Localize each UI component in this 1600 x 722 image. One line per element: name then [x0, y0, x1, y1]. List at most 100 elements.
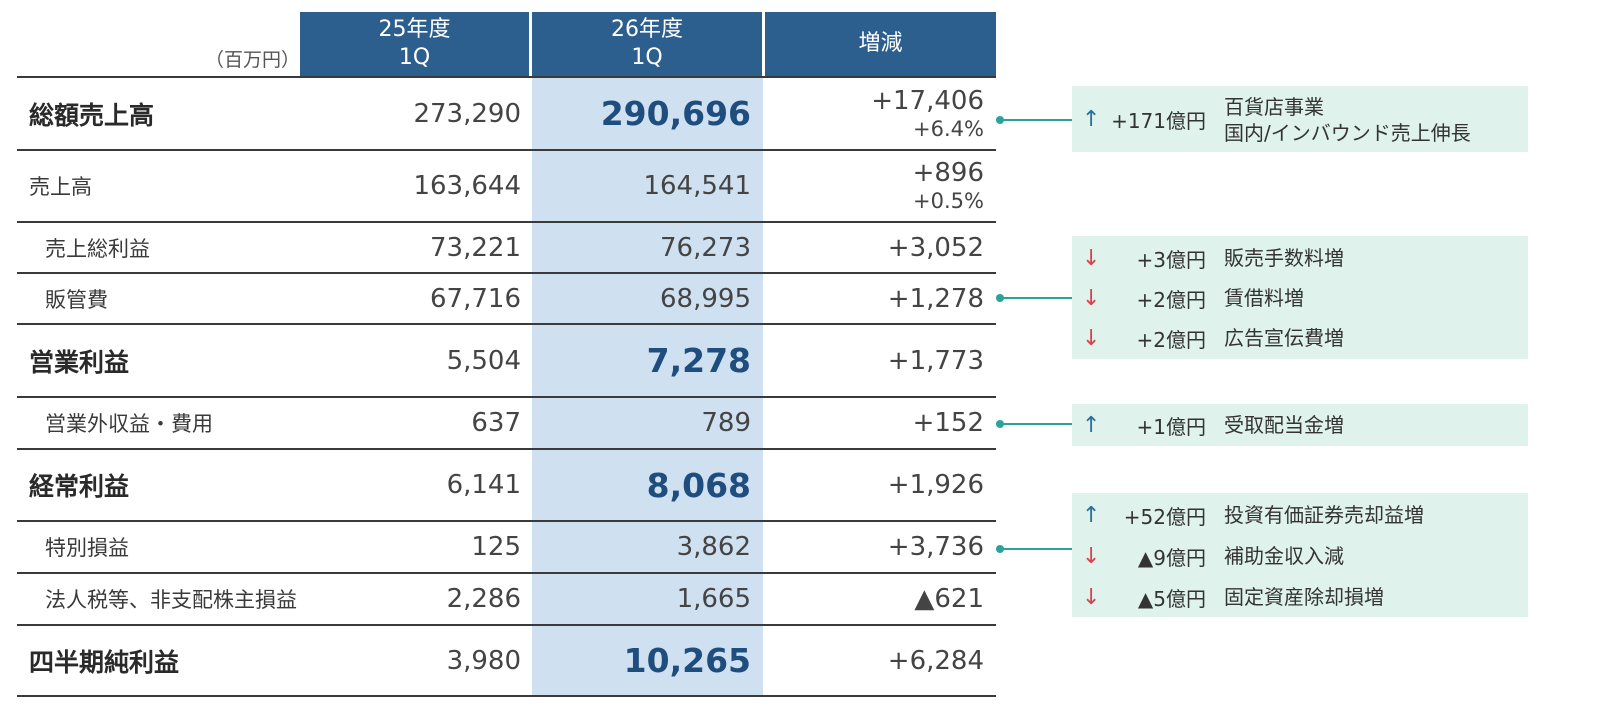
callout-amount: ▲9億円: [1137, 545, 1206, 570]
callout-amount: +2億円: [1136, 287, 1206, 312]
row-separator: [17, 221, 996, 223]
arrow-down-icon: ↓: [1082, 285, 1101, 311]
unit-label: （百万円）: [204, 49, 300, 71]
arrow-up-icon: ↑: [1082, 502, 1101, 528]
value-fy25: 5,504: [446, 345, 521, 376]
table-row-net-sales: 売上高 163,644 164,541 +896 +0.5%: [17, 151, 996, 221]
arrow-down-icon: ↓: [1082, 584, 1101, 610]
value-fy25: 67,716: [430, 283, 521, 314]
table-row-gross-sales: 総額売上高 273,290 290,696 +17,406 +6.4%: [17, 78, 996, 149]
row-label: 販管費: [45, 287, 108, 312]
change-amount: +896: [912, 158, 984, 188]
value-change: +17,406 +6.4%: [871, 78, 984, 149]
row-label: 売上総利益: [45, 236, 150, 261]
table-row-gross-profit: 売上総利益 73,221 76,273 +3,052: [17, 223, 996, 272]
table-row-operating-income: 営業利益 5,504 7,278 +1,773: [17, 325, 996, 396]
header-col-fy25-quarter: 1Q: [398, 45, 431, 70]
row-label: 総額売上高: [29, 100, 155, 130]
value-fy25: 273,290: [413, 98, 521, 129]
row-label: 特別損益: [45, 536, 129, 560]
value-fy25: 125: [471, 532, 521, 562]
connector-line: [1000, 119, 1072, 121]
header-col-change: 増減: [765, 12, 996, 76]
callout-desc: 百貨店事業: [1224, 95, 1324, 119]
header-col-change-label: 増減: [858, 31, 903, 56]
table-row-net-income: 四半期純利益 3,980 10,265 +6,284: [17, 626, 996, 695]
callout-amount: +2億円: [1136, 327, 1206, 352]
change-percent: +0.5%: [913, 189, 984, 213]
connector-line: [1000, 548, 1072, 550]
value-fy25: 6,141: [446, 470, 521, 500]
highlight-column: [532, 76, 763, 696]
arrow-down-icon: ↓: [1082, 543, 1101, 569]
callout-item: ↓ +2億円 賃借料増: [1072, 278, 1528, 318]
connector-line: [1000, 297, 1072, 299]
header-col-fy25-year: 25年度: [378, 17, 451, 42]
callout-amount: +1億円: [1136, 414, 1206, 439]
callout-desc: 固定資産除却損増: [1224, 585, 1384, 609]
value-fy26: 7,278: [646, 341, 751, 380]
row-separator: [17, 695, 996, 697]
value-fy25: 73,221: [430, 232, 521, 263]
value-fy26: 8,068: [646, 465, 751, 505]
callout-item: ↓ ▲9億円 補助金収入減: [1072, 536, 1528, 576]
callout-desc: 補助金収入減: [1224, 544, 1344, 568]
row-label: 営業利益: [29, 347, 130, 377]
row-separator: [17, 624, 996, 626]
value-fy26: 3,862: [676, 532, 751, 562]
callout-item: ↑ +1億円 受取配当金増: [1072, 404, 1528, 446]
value-fy25: 163,644: [413, 171, 521, 201]
arrow-up-icon: ↑: [1082, 412, 1101, 438]
table-row-extraordinary: 特別損益 125 3,862 +3,736: [17, 522, 996, 572]
callout-desc: 国内/インバウンド売上伸長: [1224, 121, 1471, 145]
arrow-down-icon: ↓: [1082, 245, 1101, 271]
callout-non-operating: ↑ +1億円 受取配当金増: [1072, 404, 1528, 446]
callout-item: ↑ +171億円 百貨店事業 国内/インバウンド売上伸長: [1072, 86, 1528, 152]
value-change: +896 +0.5%: [913, 151, 984, 221]
row-label: 四半期純利益: [29, 647, 180, 677]
callout-item: ↑ +52億円 投資有価証券売却益増: [1072, 495, 1528, 535]
row-separator: [17, 76, 996, 78]
value-fy26: 164,541: [643, 171, 751, 201]
arrow-up-icon: ↑: [1082, 106, 1101, 132]
callout-amount: +52億円: [1123, 504, 1206, 529]
row-label: 営業外収益・費用: [45, 412, 213, 436]
header-col-fy26-year: 26年度: [611, 17, 683, 42]
arrow-down-icon: ↓: [1082, 325, 1101, 351]
value-fy26: 789: [701, 408, 751, 438]
value-fy26: 290,696: [600, 94, 751, 133]
callout-item: ↓ +3億円 販売手数料増: [1072, 238, 1528, 278]
value-fy26: 76,273: [660, 232, 751, 263]
callout-desc: 賃借料増: [1224, 286, 1304, 310]
change-amount: +17,406: [871, 85, 984, 116]
row-separator: [17, 448, 996, 450]
value-fy25: 3,980: [446, 645, 521, 676]
row-label: 法人税等、非支配株主損益: [45, 588, 297, 612]
value-change: +152: [912, 408, 984, 438]
callout-desc: 受取配当金増: [1224, 413, 1344, 437]
callout-item: ↓ ▲5億円 固定資産除却損増: [1072, 577, 1528, 617]
row-separator: [17, 572, 996, 574]
callout-desc: 投資有価証券売却益増: [1224, 503, 1424, 527]
connector-line: [1000, 423, 1072, 425]
callout-sga: ↓ +3億円 販売手数料増 ↓ +2億円 賃借料増 ↓ +2億円 広告宣伝費増: [1072, 236, 1528, 359]
value-fy26: 10,265: [623, 641, 751, 680]
callout-item: ↓ +2億円 広告宣伝費増: [1072, 318, 1528, 358]
row-label: 経常利益: [29, 472, 130, 501]
table-row-ordinary-income: 経常利益 6,141 8,068 +1,926: [17, 450, 996, 520]
row-separator: [17, 520, 996, 522]
row-separator: [17, 323, 996, 325]
header-col-fy26: 26年度 1Q: [532, 12, 762, 76]
value-fy26: 68,995: [660, 283, 751, 314]
header-col-fy25: 25年度 1Q: [300, 12, 529, 76]
header-col-fy26-quarter: 1Q: [631, 45, 663, 70]
value-change: +6,284: [887, 645, 984, 676]
value-fy25: 2,286: [446, 584, 521, 614]
value-change: ▲621: [914, 584, 984, 614]
callout-extraordinary: ↑ +52億円 投資有価証券売却益増 ↓ ▲9億円 補助金収入減 ↓ ▲5億円 …: [1072, 493, 1528, 617]
callout-desc: 販売手数料増: [1224, 246, 1344, 270]
callout-amount: ▲5億円: [1137, 586, 1206, 611]
value-change: +1,773: [887, 345, 984, 376]
value-fy25: 637: [471, 408, 521, 438]
table-row-non-operating: 営業外収益・費用 637 789 +152: [17, 398, 996, 448]
